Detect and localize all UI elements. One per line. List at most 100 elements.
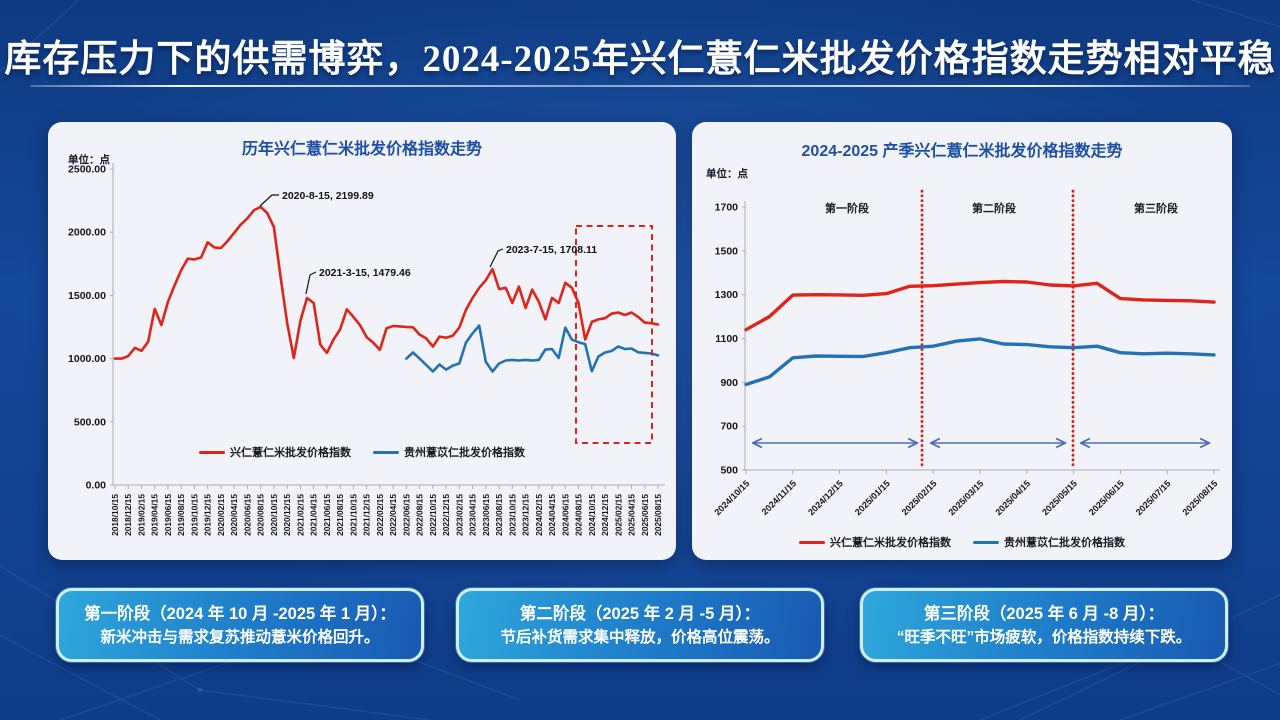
stage2-card-title: 第二阶段（2025 年 2 月 -5 月）： <box>519 604 761 623</box>
right-series-layer <box>744 279 1216 387</box>
x-tick-label: 2022/08/15 <box>415 494 425 536</box>
series-line <box>405 324 660 373</box>
stage1-card: 第一阶段（2024 年 10 月 -2025 年 1 月）： 新米冲击与需求复苏… <box>56 588 424 662</box>
highlight-dashed-box <box>575 225 653 444</box>
left-chart-title: 历年兴仁薏仁米批发价格指数走势 <box>241 141 482 158</box>
y-tick-label: 1700 <box>715 202 739 214</box>
x-tick-label: 2022/10/15 <box>428 494 438 536</box>
legend-item-xingren: 兴仁薏仁米批发价格指数 <box>199 444 351 460</box>
legend-item-guizhou: 贵州薏苡仁批发价格指数 <box>373 444 525 460</box>
y-tick-label: 2500.00 <box>68 164 106 176</box>
x-tick-label: 2025/02/15 <box>613 494 623 536</box>
stage-divider-layer <box>920 189 1075 470</box>
left-chart-legend: 兴仁薏仁米批发价格指数 贵州薏苡仁批发价格指数 <box>48 444 676 460</box>
y-tick-label: 1100 <box>715 333 738 345</box>
legend-item-xingren: 兴仁薏仁米批发价格指数 <box>799 534 951 550</box>
y-tick-label: 900 <box>720 377 738 389</box>
left-axes-layer: 0.00 500.00 1000.00 1500.00 2000.00 2500.00 20… <box>68 163 665 536</box>
x-tick-label: 2019/12/15 <box>203 494 213 536</box>
x-tick-label: 2019/10/15 <box>189 494 199 536</box>
x-tick-label: 2020/10/15 <box>269 494 279 536</box>
x-tick-label: 2021/08/15 <box>335 494 345 536</box>
x-tick-label: 2019/02/15 <box>136 494 146 536</box>
page-title: 库存压力下的供需博弈，2024-2025年兴仁薏仁米批发价格指数走势相对平稳 <box>4 39 1276 80</box>
x-tick-label: 2018/12/15 <box>123 494 133 536</box>
x-tick-label: 2023/12/15 <box>521 494 531 536</box>
x-tick-label: 2025/02/15 <box>900 478 939 517</box>
x-tick-label: 2025/04/15 <box>993 478 1032 517</box>
stage1-card-body: 新米冲击与需求复苏推动薏米价格回升。 <box>100 628 380 646</box>
historic-index-chart-panel: 历年兴仁薏仁米批发价格指数走势 单位：点 0.00 500.00 1000.00 15… <box>48 122 676 560</box>
red-line-swatch <box>799 540 825 544</box>
x-tick-label: 2020/12/15 <box>282 494 292 536</box>
y-tick-label: 500.00 <box>74 416 106 428</box>
stage3-label: 第三阶段 <box>1134 201 1178 215</box>
x-tick-label: 2022/06/15 <box>401 494 411 536</box>
annotation-peak-2021: 2021-3-15, 1479.46 <box>319 267 411 279</box>
series-line <box>744 337 1216 387</box>
x-tick-label: 2024/10/15 <box>712 478 751 517</box>
y-tick-label: 1000.00 <box>68 353 106 365</box>
x-tick-label: 2019/04/15 <box>150 494 160 536</box>
left-unit-label: 单位：点 <box>68 154 110 166</box>
stage-summary-cards: 第一阶段（2024 年 10 月 -2025 年 1 月）： 新米冲击与需求复苏… <box>0 588 1280 664</box>
x-tick-label: 2020/06/15 <box>242 494 252 536</box>
x-tick-label: 2024/08/15 <box>574 494 584 536</box>
annotation-connector <box>305 271 317 295</box>
annotation-peak-2023: 2023-7-15, 1708.11 <box>506 244 597 256</box>
stage1-card-title: 第一阶段（2024 年 10 月 -2025 年 1 月）： <box>84 604 396 623</box>
annotation-connector <box>259 194 279 207</box>
x-tick-label: 2025/08/15 <box>653 494 663 536</box>
x-tick-label: 2025/07/15 <box>1134 478 1173 517</box>
x-tick-label: 2023/04/15 <box>468 494 478 536</box>
stage3-card: 第三阶段（2025 年 6 月 -8 月）： “旺季不旺”市场疲软，价格指数持续… <box>860 588 1228 662</box>
series-line <box>744 279 1216 332</box>
x-tick-label: 2024/10/15 <box>587 494 597 536</box>
x-tick-label: 2020/02/15 <box>216 494 226 536</box>
y-tick-label: 1500.00 <box>68 290 106 302</box>
x-tick-label: 2024/11/15 <box>760 478 799 517</box>
annotation-connector <box>489 248 504 268</box>
blue-line-swatch <box>973 540 999 544</box>
x-tick-label: 2025/04/15 <box>627 494 637 536</box>
x-tick-label: 2023/02/15 <box>454 494 464 536</box>
stage3-card-title: 第三阶段（2025 年 6 月 -8 月）： <box>923 604 1165 623</box>
left-annotation-layer: 2020-8-15, 2199.89 2021-3-15, 1479.46 20… <box>259 190 597 295</box>
y-tick-label: 500 <box>720 465 738 477</box>
stage2-card-body: 节后补货需求集中释放，价格高位震荡。 <box>500 628 780 646</box>
x-tick-label: 2025/06/15 <box>1087 478 1126 517</box>
stage1-label: 第一阶段 <box>825 201 869 215</box>
season-index-chart-panel: 2024-2025 产季兴仁薏仁米批发价格指数走势 单位：点 500 700 900… <box>692 122 1232 560</box>
x-tick-label: 2025/01/15 <box>853 478 892 517</box>
red-line-swatch <box>199 450 225 454</box>
x-tick-label: 2018/10/15 <box>110 494 120 536</box>
x-tick-label: 2023/06/15 <box>481 494 491 536</box>
x-tick-label: 2025/03/15 <box>946 478 985 517</box>
x-tick-label: 2022/02/15 <box>375 494 385 536</box>
blue-line-swatch <box>373 450 399 454</box>
left-decor-layer <box>575 225 653 444</box>
x-tick-label: 2021/02/15 <box>295 494 305 536</box>
x-tick-label: 2019/06/15 <box>163 494 173 536</box>
x-tick-label: 2022/04/15 <box>388 494 398 536</box>
x-tick-label: 2022/12/15 <box>441 494 451 536</box>
title-separator <box>30 85 1250 87</box>
x-tick-label: 2021/10/15 <box>348 494 358 536</box>
legend-label: 贵州薏苡仁批发价格指数 <box>1004 537 1125 549</box>
x-tick-label: 2023/08/15 <box>494 494 504 536</box>
left-chart-svg: 0.00 500.00 1000.00 1500.00 2000.00 2500.00 20… <box>68 163 665 536</box>
x-tick-label: 2020/08/15 <box>256 494 266 536</box>
y-tick-label: 2000.00 <box>68 227 106 239</box>
annotation-peak-2020: 2020-8-15, 2199.89 <box>282 190 374 202</box>
stage3-card-body: “旺季不旺”市场疲软，价格指数持续下跌。 <box>896 628 1192 646</box>
stage2-label: 第二阶段 <box>972 201 1016 215</box>
y-tick-label: 1300 <box>715 289 739 301</box>
legend-label: 兴仁薏仁米批发价格指数 <box>830 537 951 549</box>
stage-label-layer: 第一阶段 第二阶段 第三阶段 <box>825 201 1178 215</box>
x-tick-label: 2024/04/15 <box>547 494 557 536</box>
x-tick-label: 2021/06/15 <box>322 494 332 536</box>
left-series-layer <box>113 205 660 373</box>
right-chart-title: 2024-2025 产季兴仁薏仁米批发价格指数走势 <box>801 143 1123 160</box>
right-unit-label: 单位：点 <box>706 168 748 180</box>
y-tick-label: 0.00 <box>86 480 107 492</box>
